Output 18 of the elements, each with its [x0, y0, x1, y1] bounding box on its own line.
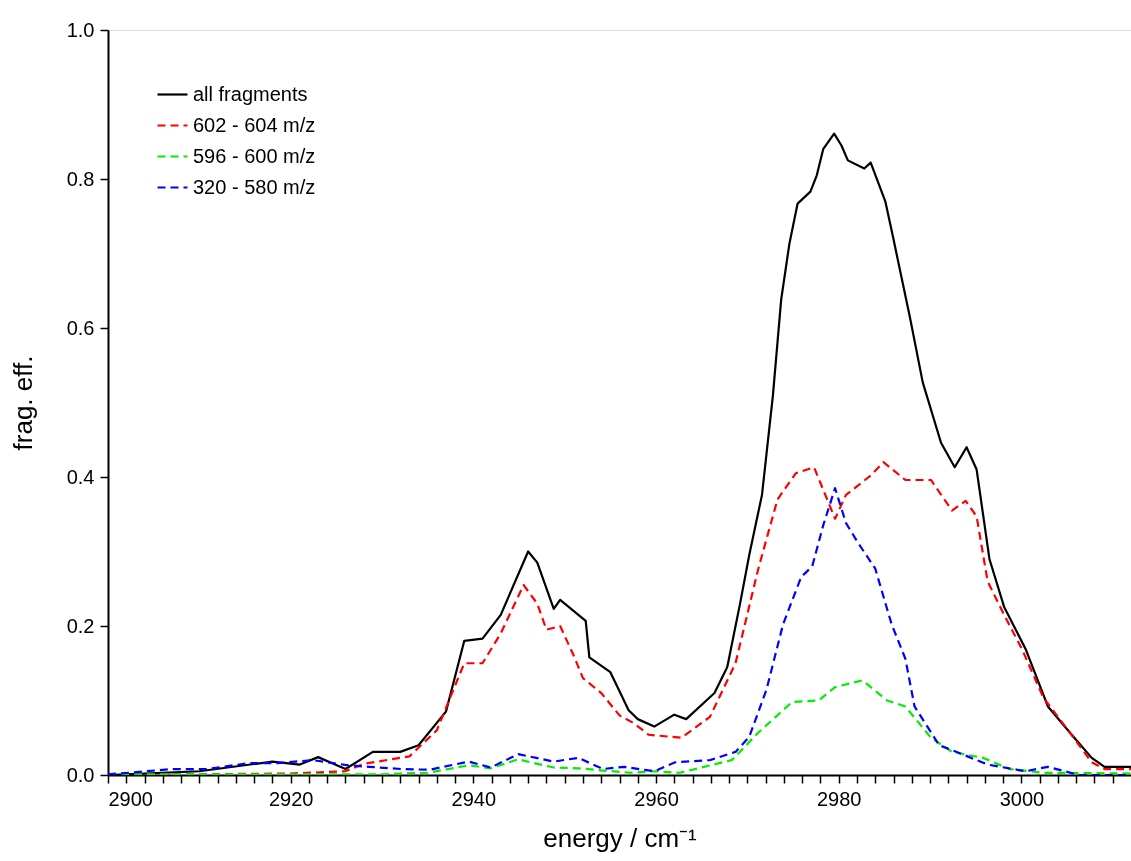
- x-tick-label: 2920: [268, 787, 314, 810]
- legend-label: 320 - 580 m/z: [193, 175, 316, 198]
- y-tick-label: 0.2: [66, 614, 95, 637]
- y-axis-title: frag. eff.: [7, 355, 38, 451]
- x-tick-label: 2940: [451, 787, 497, 810]
- x-tick-label: 2900: [108, 787, 153, 810]
- x-tick-label: 2980: [816, 787, 862, 810]
- y-tick-label: 1.0: [66, 18, 95, 41]
- y-tick-label: 0.8: [66, 167, 95, 190]
- y-tick-label: 0.0: [66, 763, 95, 786]
- legend-label: 596 - 600 m/z: [193, 144, 316, 167]
- legend-label: all fragments: [193, 82, 308, 105]
- y-tick-label: 0.6: [66, 316, 95, 339]
- legend-label: 602 - 604 m/z: [193, 113, 316, 136]
- x-tick-label: 3000: [999, 787, 1045, 810]
- y-tick-label: 0.4: [66, 465, 95, 488]
- x-tick-label: 2960: [634, 787, 679, 810]
- x-axis-title: energy / cm⁻¹: [543, 822, 698, 853]
